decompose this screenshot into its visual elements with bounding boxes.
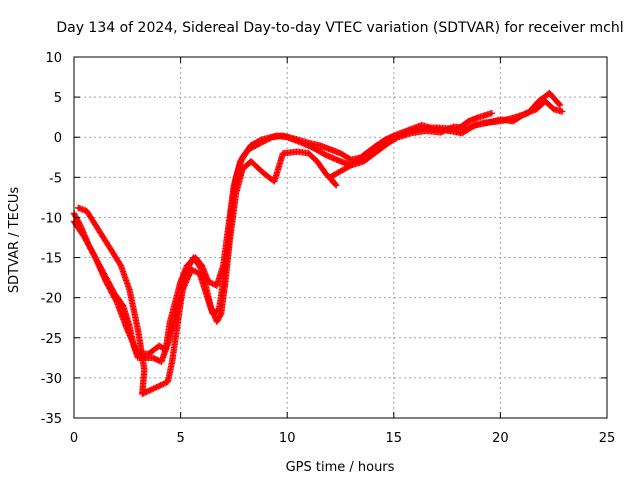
data-point-marker (152, 355, 159, 363)
data-point-marker (116, 261, 124, 268)
data-point-marker (157, 382, 164, 389)
data-point-marker (488, 109, 496, 117)
data-point-marker (143, 388, 150, 396)
grid-lines (74, 57, 607, 418)
data-point-marker (160, 380, 167, 388)
data-point-marker (559, 108, 566, 115)
y-tick-label: -35 (41, 412, 62, 427)
x-tick-label: 20 (492, 431, 509, 446)
data-point-marker (189, 267, 196, 274)
y-tick-label: -25 (41, 332, 62, 347)
plot-frame (73, 56, 608, 419)
data-point-marker (158, 381, 166, 388)
data-point-marker (193, 269, 201, 276)
data-point-marker (257, 137, 264, 144)
data-point-marker (190, 267, 198, 275)
data-point-marker (192, 268, 199, 275)
data-point-marker (206, 279, 213, 286)
series-track-c (75, 97, 566, 398)
x-tick-label: 10 (279, 431, 296, 446)
x-tick-label: 25 (599, 431, 616, 446)
data-point-marker (161, 380, 169, 387)
data-point-marker (154, 383, 162, 390)
data-point-marker (140, 390, 147, 397)
data-point-marker (555, 100, 563, 108)
x-tick-label: 5 (176, 431, 184, 446)
y-tick-label: -30 (41, 372, 62, 387)
x-tick-label: 0 (70, 431, 78, 446)
data-point-marker (207, 279, 215, 287)
data-point-marker (217, 311, 224, 319)
y-tick-label: -15 (41, 252, 62, 267)
y-tick-label: -10 (41, 211, 62, 226)
data-point-marker (146, 387, 153, 394)
data-point-marker (556, 101, 564, 109)
y-tick-label: 10 (45, 51, 62, 66)
data-points (70, 89, 566, 398)
axis-ticks: 0 5 10 15 20 25 10 5 0 -5 -10 -15 -20 -25 -30 -35 (41, 51, 616, 446)
x-axis-label: GPS time / hours (286, 460, 395, 475)
data-point-marker (153, 384, 160, 391)
x-tick-label: 15 (386, 431, 403, 446)
data-point-marker (144, 388, 152, 395)
data-point-marker (139, 390, 146, 398)
data-point-marker (151, 355, 158, 362)
series-track-b (70, 89, 564, 366)
data-point-marker (147, 386, 154, 394)
y-axis-label: SDTVAR / TECUs (7, 187, 22, 294)
y-tick-label: 5 (54, 91, 62, 106)
data-point-marker (150, 385, 157, 392)
data-point-marker (148, 386, 156, 393)
data-point-marker (149, 354, 157, 362)
chart-title: Day 134 of 2024, Sidereal Day-to-day VTE… (56, 20, 623, 36)
y-tick-label: 0 (54, 131, 62, 146)
data-point-marker (156, 382, 163, 390)
data-point-marker (151, 384, 159, 392)
y-tick-label: -20 (41, 292, 62, 307)
y-tick-label: -5 (49, 171, 62, 186)
data-point-marker (141, 389, 149, 396)
